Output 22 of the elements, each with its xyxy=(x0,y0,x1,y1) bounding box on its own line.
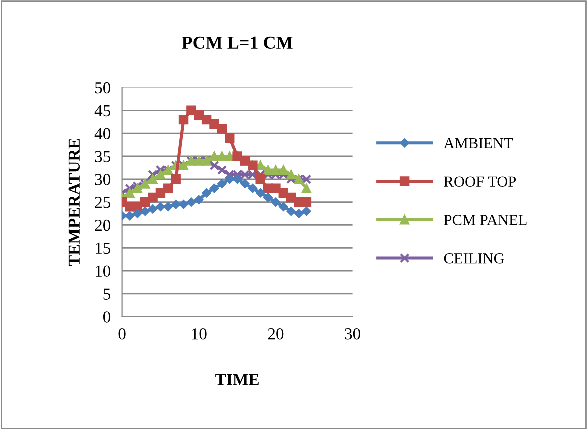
y-tick-label: 5 xyxy=(104,288,111,300)
y-tick-label: 10 xyxy=(96,266,111,278)
y-tick-label: 15 xyxy=(96,242,111,254)
x-tick-label: 30 xyxy=(345,328,360,340)
y-tick-label: 35 xyxy=(95,151,111,162)
chart-title: PCM L=1 CM xyxy=(182,36,293,50)
legend-label: ROOF TOP xyxy=(444,176,516,187)
legend-label: CEILING xyxy=(444,254,504,264)
y-tick-label: 45 xyxy=(94,105,111,117)
y-tick-label: 0 xyxy=(103,312,111,323)
y-axis-title: TEMPERATURE xyxy=(68,138,80,266)
legend-label: AMBIENT xyxy=(444,138,514,148)
y-tick-label: 40 xyxy=(94,128,111,140)
y-tick-label: 20 xyxy=(95,220,111,232)
x-tick-label: 10 xyxy=(192,328,207,340)
y-tick-label: 25 xyxy=(95,197,111,208)
legend-label: PCM PANEL xyxy=(444,215,527,226)
x-tick-label: 20 xyxy=(268,328,284,340)
y-tick-label: 30 xyxy=(95,174,111,186)
x-tick-label: 0 xyxy=(118,328,126,340)
x-axis-title: TIME xyxy=(216,374,259,386)
y-tick-label: 50 xyxy=(95,82,111,94)
